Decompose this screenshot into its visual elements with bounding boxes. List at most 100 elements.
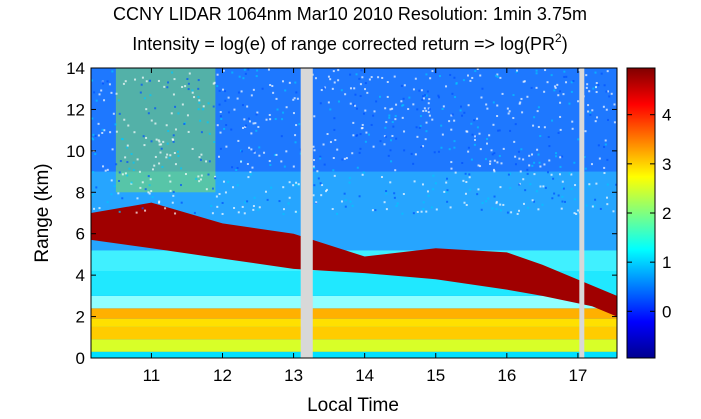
noise-speck — [359, 94, 362, 97]
x-tick-label: 13 — [284, 366, 303, 385]
noise-speck — [586, 83, 589, 86]
noise-speck — [425, 210, 428, 213]
noise-speck — [176, 150, 179, 153]
noise-speck — [323, 87, 326, 90]
noise-speck — [560, 207, 563, 210]
noise-speck — [251, 166, 254, 169]
noise-speck — [95, 99, 98, 102]
noise-speck — [577, 100, 580, 103]
noise-speck — [237, 139, 240, 142]
noise-speck — [200, 153, 203, 156]
noise-speck — [257, 125, 260, 128]
noise-speck — [102, 165, 105, 168]
noise-speck — [449, 206, 452, 209]
noise-speck — [470, 122, 473, 125]
noise-speck — [349, 73, 352, 76]
noise-speck — [167, 81, 170, 84]
noise-speck — [561, 200, 564, 203]
noise-speck — [453, 146, 456, 149]
noise-speck — [126, 146, 129, 149]
data-gap — [300, 68, 313, 358]
noise-speck — [400, 100, 403, 103]
noise-speck — [101, 128, 104, 131]
noise-speck — [312, 165, 315, 168]
noise-speck — [184, 173, 187, 176]
noise-speck — [561, 155, 564, 158]
noise-speck — [557, 94, 560, 97]
noise-speck — [484, 158, 487, 161]
noise-speck — [584, 130, 587, 133]
noise-speck — [479, 165, 482, 168]
noise-speck — [111, 148, 114, 151]
noise-speck — [600, 72, 603, 75]
noise-speck — [389, 108, 392, 111]
noise-speck — [199, 119, 202, 122]
noise-speck — [102, 82, 105, 85]
noise-speck — [599, 207, 602, 210]
noise-speck — [250, 94, 253, 97]
noise-speck — [446, 189, 449, 192]
noise-speck — [565, 75, 568, 78]
noise-speck — [322, 143, 325, 146]
noise-speck — [236, 184, 239, 187]
range-band — [91, 308, 617, 319]
noise-speck — [292, 184, 295, 187]
noise-speck — [91, 193, 94, 196]
noise-speck — [101, 131, 104, 134]
noise-speck — [501, 92, 504, 95]
noise-speck — [348, 181, 351, 184]
noise-speck — [358, 195, 361, 198]
noise-speck — [104, 169, 107, 172]
noise-speck — [507, 173, 510, 176]
range-band — [91, 326, 617, 340]
noise-speck — [427, 194, 430, 197]
noise-speck — [232, 186, 235, 189]
noise-speck — [607, 118, 610, 121]
noise-speck — [589, 113, 592, 116]
noise-speck — [520, 148, 523, 151]
noise-speck — [155, 138, 158, 141]
noise-speck — [591, 109, 594, 112]
noise-speck — [537, 125, 540, 128]
noise-speck — [401, 116, 404, 119]
noise-speck — [313, 184, 316, 187]
noise-speck — [594, 120, 597, 123]
noise-speck — [480, 96, 483, 99]
noise-speck — [261, 87, 264, 90]
noise-speck — [420, 145, 423, 148]
noise-speck — [470, 158, 473, 161]
noise-speck — [500, 162, 503, 165]
y-tick-label: 4 — [76, 266, 85, 285]
noise-speck — [610, 92, 613, 95]
noise-speck — [412, 103, 415, 106]
noise-speck — [208, 132, 211, 135]
noise-speck — [216, 73, 219, 76]
noise-speck — [492, 168, 495, 171]
noise-speck — [211, 212, 214, 215]
noise-speck — [130, 181, 133, 184]
noise-speck — [213, 81, 216, 84]
noise-speck — [294, 210, 297, 213]
noise-speck — [509, 187, 512, 190]
noise-speck — [132, 169, 135, 172]
noise-speck — [231, 71, 234, 74]
data-gap — [579, 68, 585, 358]
noise-speck — [516, 69, 519, 72]
noise-speck — [256, 111, 259, 114]
noise-speck — [349, 87, 352, 90]
noise-speck — [191, 147, 194, 150]
noise-speck — [258, 206, 261, 209]
noise-speck — [526, 168, 529, 171]
noise-speck — [282, 212, 285, 215]
noise-speck — [331, 208, 334, 211]
noise-speck — [513, 140, 516, 143]
noise-speck — [550, 173, 553, 176]
noise-speck — [603, 145, 606, 148]
noise-speck — [421, 98, 424, 101]
noise-speck — [247, 176, 250, 179]
noise-speck — [427, 111, 430, 114]
noise-speck — [506, 211, 509, 214]
noise-speck — [114, 123, 117, 126]
noise-speck — [468, 173, 471, 176]
noise-speck — [395, 103, 398, 106]
